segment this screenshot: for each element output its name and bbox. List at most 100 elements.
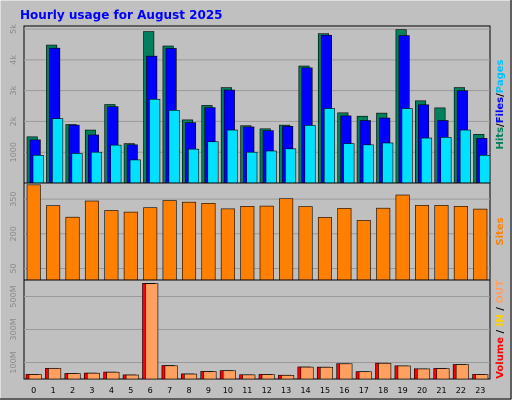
x-tick-label-1: 1 xyxy=(51,386,56,395)
legend-entry: / xyxy=(495,93,506,97)
bar-pages-19 xyxy=(401,108,413,184)
bar-sites-16 xyxy=(337,208,352,281)
bar-sites-13 xyxy=(279,198,294,281)
y-tick-label: 1000 xyxy=(9,142,18,162)
x-tick-label-7: 7 xyxy=(167,386,172,395)
x-tick-label-18: 18 xyxy=(378,386,388,395)
bar-out-6 xyxy=(145,283,159,380)
side-label-sites: Sites xyxy=(495,217,506,245)
bar-pages-1 xyxy=(52,118,64,184)
bar-sites-14 xyxy=(298,206,313,281)
x-tick-label-11: 11 xyxy=(242,386,252,395)
legend-entry: Sites xyxy=(495,217,506,245)
bar-sites-21 xyxy=(434,205,449,281)
y-tick-label: 3k xyxy=(9,85,18,95)
bar-pages-16 xyxy=(343,143,355,184)
bar-pages-23 xyxy=(479,154,491,184)
bar-out-2 xyxy=(67,373,81,380)
x-tick-label-2: 2 xyxy=(70,386,75,395)
bar-pages-4 xyxy=(110,144,122,184)
y-tick-label: 5k xyxy=(9,24,18,34)
bar-sites-19 xyxy=(395,194,410,281)
legend-entry: / xyxy=(495,123,506,127)
bar-sites-20 xyxy=(415,205,430,281)
x-tick-label-17: 17 xyxy=(359,386,369,395)
legend-entry: IN xyxy=(495,314,506,326)
bar-out-0 xyxy=(28,374,42,380)
x-tick-label-23: 23 xyxy=(475,386,485,395)
y-tick-label: 200 xyxy=(9,226,18,241)
bar-out-16 xyxy=(339,363,353,380)
x-tick-label-5: 5 xyxy=(128,386,133,395)
bar-pages-10 xyxy=(226,129,238,184)
bar-pages-0 xyxy=(32,154,44,184)
panel-volume: 100M 300M 500M Volume / IN / OUT xyxy=(9,279,506,380)
bar-out-13 xyxy=(281,375,295,380)
bar-out-4 xyxy=(106,371,120,380)
x-tick-label-12: 12 xyxy=(262,386,272,395)
bar-sites-4 xyxy=(104,210,119,281)
bar-out-23 xyxy=(475,374,489,380)
bar-pages-3 xyxy=(90,151,102,184)
bar-pages-5 xyxy=(129,159,141,184)
bar-pages-22 xyxy=(459,129,471,184)
bar-sites-12 xyxy=(259,205,274,281)
bar-pages-12 xyxy=(265,150,277,184)
x-tick-label-14: 14 xyxy=(300,386,310,395)
bar-sites-3 xyxy=(84,200,99,281)
y-tick-label: 4k xyxy=(9,55,18,65)
side-label-hits: Hits/Files/Pages xyxy=(495,59,506,149)
y-tick-label: 300M xyxy=(9,318,18,340)
y-tick-label: 100M xyxy=(9,351,18,373)
legend-entry: / xyxy=(495,326,506,337)
bar-sites-23 xyxy=(473,208,488,281)
bar-pages-13 xyxy=(285,148,297,184)
legend-entry: Volume xyxy=(495,337,506,379)
bar-sites-11 xyxy=(240,206,255,281)
bar-sites-9 xyxy=(201,203,216,281)
chart-title: Hourly usage for August 2025 xyxy=(20,8,223,22)
bar-out-8 xyxy=(184,373,198,380)
bar-pages-11 xyxy=(246,151,258,184)
bar-pages-9 xyxy=(207,141,219,184)
plot-layer: 10002k3k4k5kHits/Files/Pages50200350Site… xyxy=(9,24,506,395)
bar-out-9 xyxy=(203,371,217,380)
y-tick-label: 350 xyxy=(9,192,18,207)
bar-pages-8 xyxy=(188,148,200,184)
x-tick-label-21: 21 xyxy=(436,386,446,395)
x-tick-label-22: 22 xyxy=(456,386,466,395)
x-tick-label-13: 13 xyxy=(281,386,291,395)
legend-entry: Pages xyxy=(495,59,506,93)
bar-out-19 xyxy=(397,365,411,380)
x-tick-label-4: 4 xyxy=(109,386,114,395)
x-tick-label-8: 8 xyxy=(186,386,191,395)
bar-out-18 xyxy=(378,363,392,380)
bar-sites-10 xyxy=(220,208,235,281)
bar-pages-2 xyxy=(71,153,83,184)
bar-out-20 xyxy=(417,368,431,380)
bar-out-15 xyxy=(319,366,333,380)
x-tick-label-6: 6 xyxy=(148,386,153,395)
bar-out-21 xyxy=(436,368,450,380)
x-tick-label-15: 15 xyxy=(320,386,330,395)
bar-out-3 xyxy=(86,372,100,380)
bar-sites-0 xyxy=(26,184,41,281)
bar-sites-6 xyxy=(143,207,158,281)
bar-pages-21 xyxy=(440,137,452,184)
bar-out-12 xyxy=(261,374,275,380)
bar-sites-22 xyxy=(453,206,468,281)
bar-pages-14 xyxy=(304,125,316,184)
bar-sites-1 xyxy=(46,205,61,281)
bar-pages-17 xyxy=(362,144,374,184)
y-tick-label: 50 xyxy=(9,263,18,273)
x-tick-label-16: 16 xyxy=(339,386,349,395)
bar-out-10 xyxy=(222,370,236,380)
legend-entry: OUT xyxy=(495,280,506,304)
bar-out-17 xyxy=(358,371,372,380)
bar-sites-2 xyxy=(65,216,80,281)
bar-pages-7 xyxy=(168,110,180,184)
y-tick-label: 500M xyxy=(9,285,18,307)
side-label-volume: Volume / IN / OUT xyxy=(495,280,506,379)
